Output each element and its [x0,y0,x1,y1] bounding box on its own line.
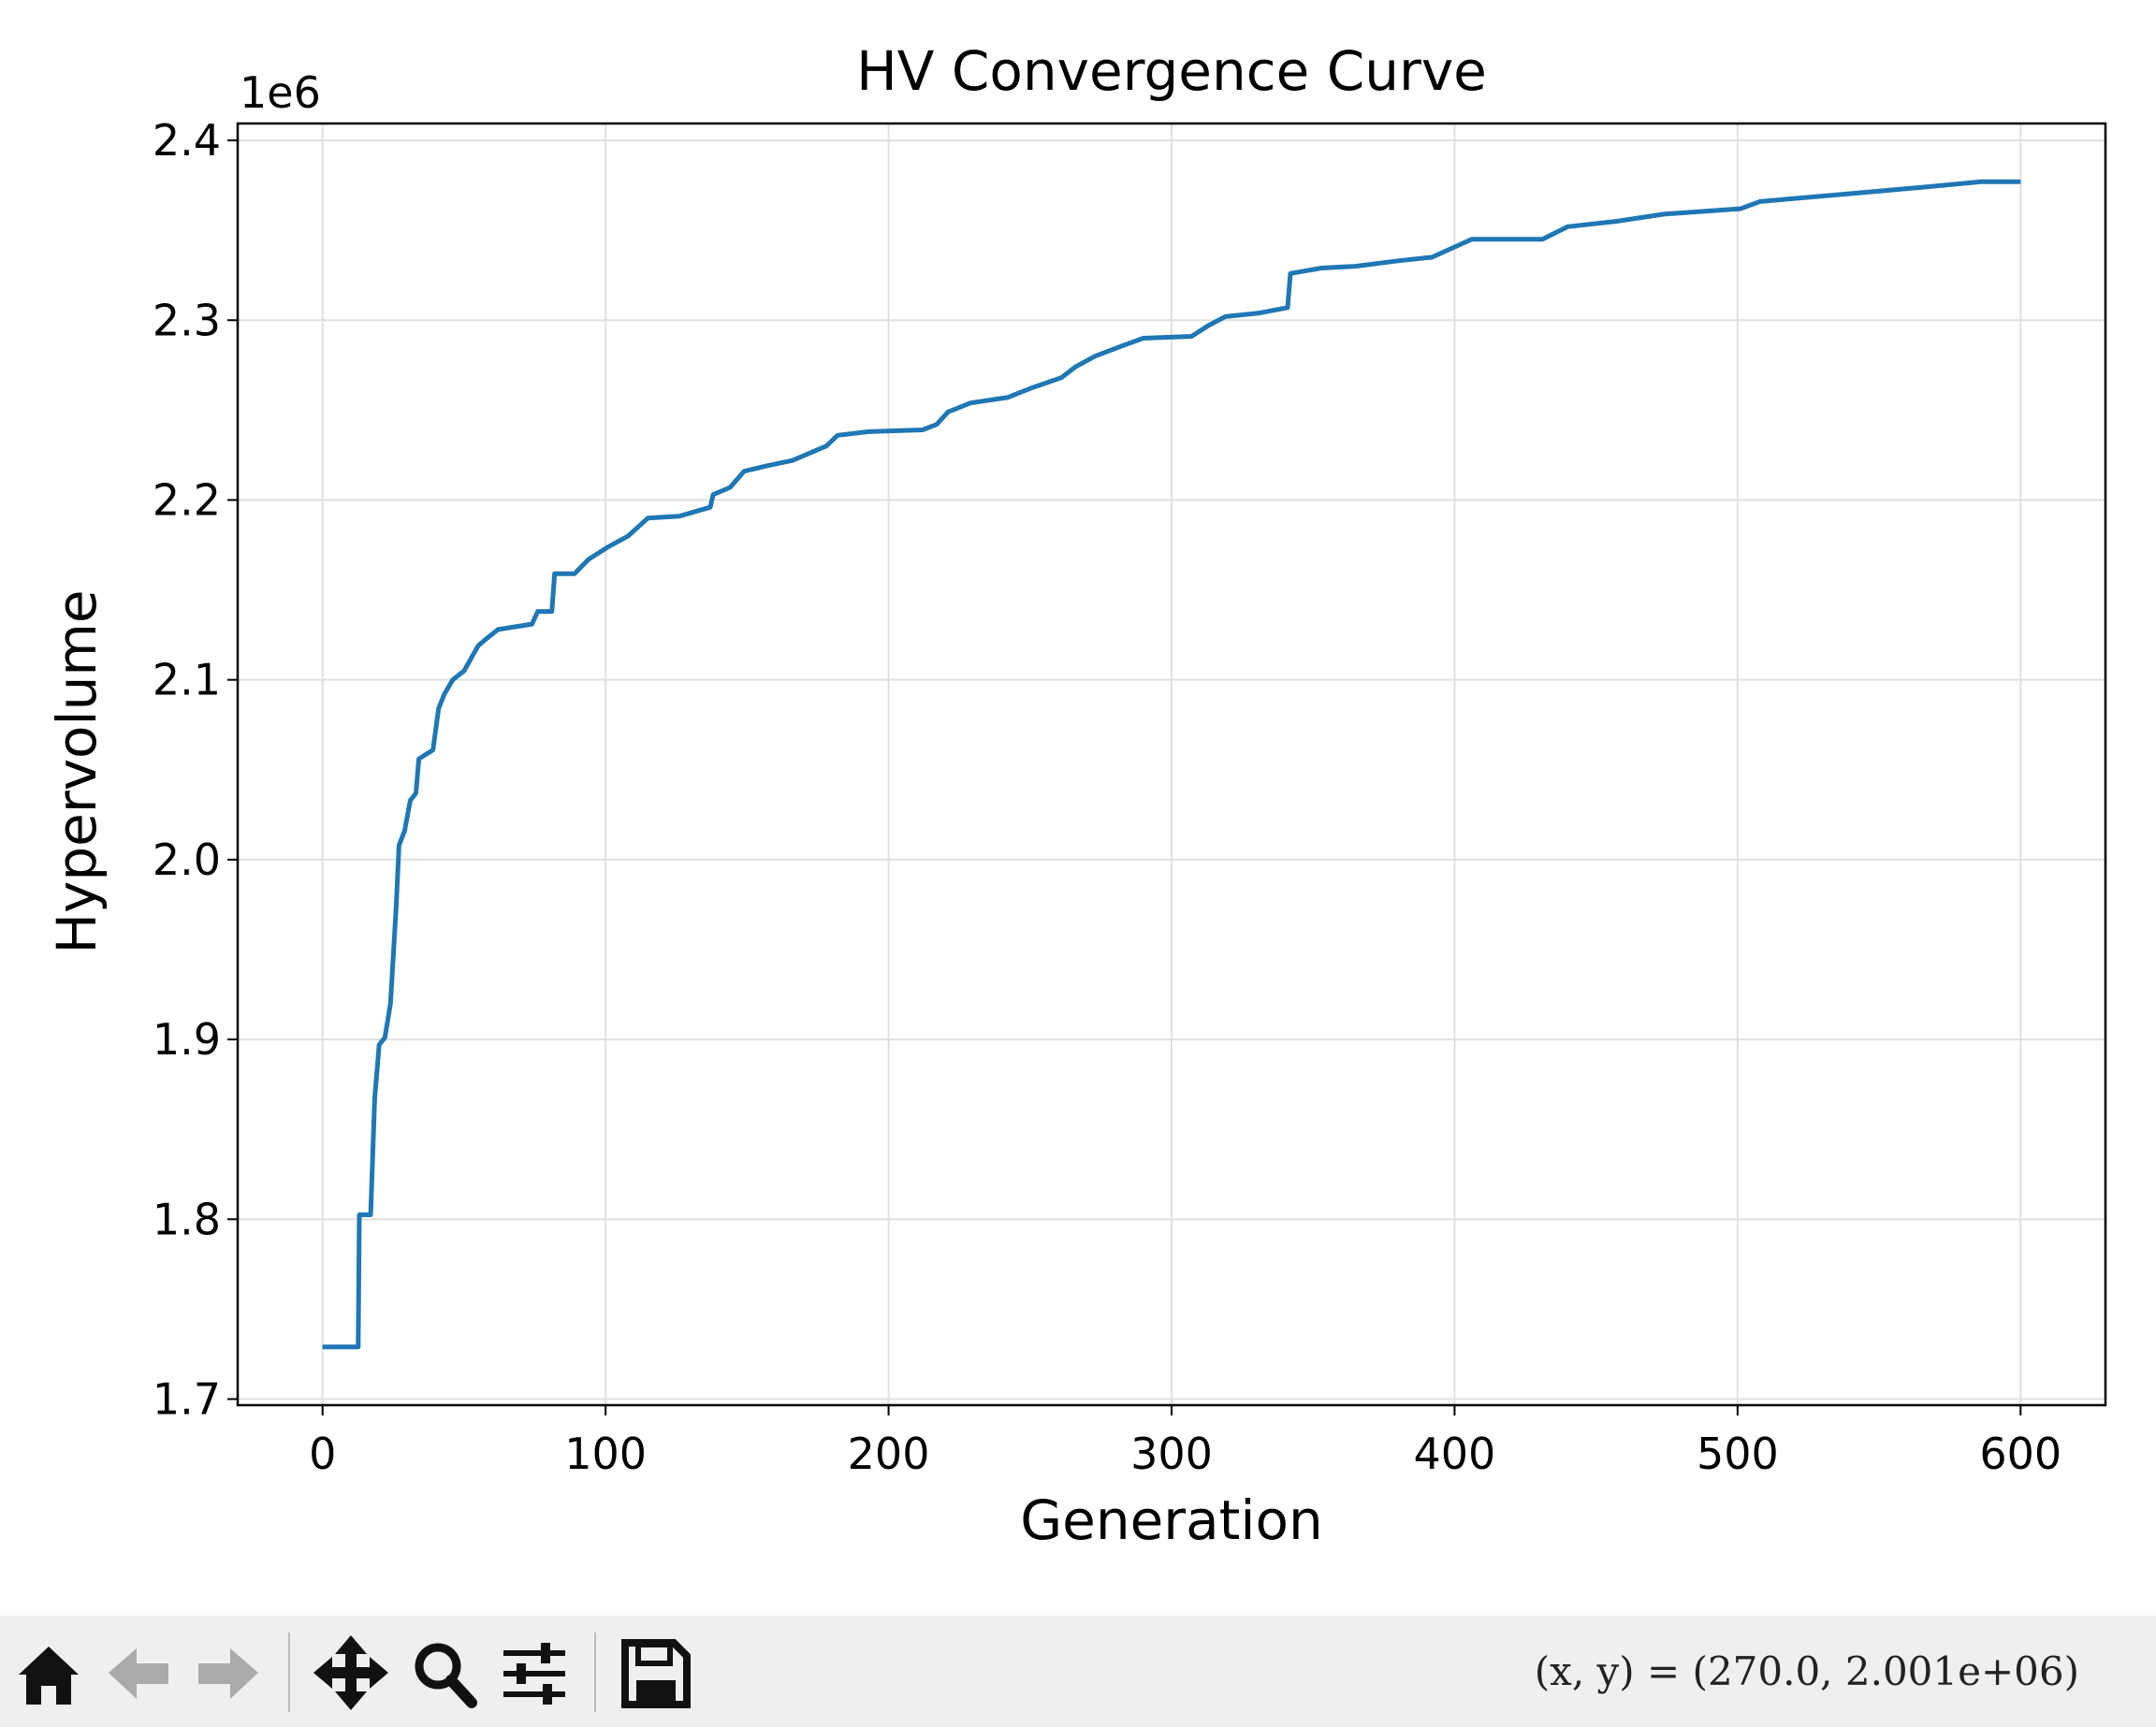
ticks: 0 100 200 300 400 500 600 1.7 1.8 1.9 2.0 2.1 2.2 2.3… [153,115,2061,1479]
x-tick-label: 0 [309,1429,336,1479]
y-tick-label: 2.4 [153,115,221,166]
y-tick-label: 2.2 [153,474,221,525]
y-offset-text: 1e6 [240,67,321,118]
y-tick-label: 1.8 [153,1194,221,1244]
x-tick-label: 300 [1130,1429,1213,1479]
chart-title: HV Convergence Curve [856,39,1487,103]
grid [238,123,2105,1405]
y-axis-label: Hypervolume [45,589,109,953]
cursor-coordinates: (x, y) = (270.0, 2.001e+06) [1535,1648,2079,1694]
home-button[interactable] [19,1647,79,1705]
zoom-button[interactable] [415,1643,477,1708]
pan-button[interactable] [313,1635,388,1710]
data-line [322,179,2021,1350]
y-tick-label: 2.3 [153,295,221,345]
y-tick-label: 1.9 [153,1014,221,1065]
x-tick-label: 200 [848,1429,930,1479]
configure-button[interactable] [503,1643,565,1705]
x-axis-label: Generation [1020,1488,1323,1552]
y-tick-label: 2.0 [153,834,221,885]
x-tick-label: 100 [564,1429,647,1479]
save-button[interactable] [621,1639,691,1708]
x-tick-label: 400 [1414,1429,1496,1479]
y-tick-label: 1.7 [153,1373,221,1424]
forward-button[interactable] [198,1648,258,1699]
axes-frame [236,122,2107,1407]
x-tick-label: 600 [1979,1429,2061,1479]
x-tick-label: 500 [1697,1429,1779,1479]
back-button[interactable] [109,1648,168,1699]
y-tick-label: 2.1 [153,655,221,705]
plot: 0 100 200 300 400 500 600 1.7 1.8 1.9 2.0 2.1 2.2 2.3… [153,115,2107,1479]
